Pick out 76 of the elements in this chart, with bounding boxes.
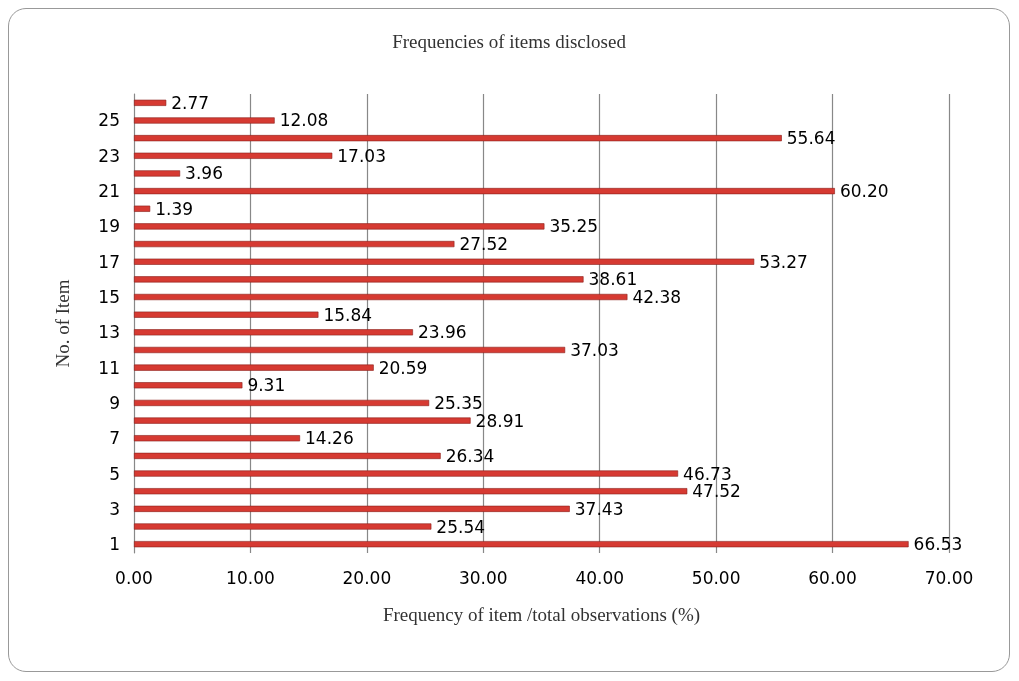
- data-label: 28.91: [475, 410, 525, 431]
- bar: [134, 505, 570, 512]
- y-tick-label: 25: [98, 110, 120, 131]
- bar: [134, 417, 471, 424]
- y-tick-label: 13: [98, 322, 120, 343]
- x-tick-label: 70.00: [924, 567, 974, 588]
- bar: [134, 452, 441, 459]
- y-axis-title: No. of Item: [52, 279, 73, 368]
- bar: [134, 223, 545, 230]
- bar: [134, 329, 413, 336]
- data-label: 47.52: [692, 481, 741, 502]
- bar: [134, 152, 333, 159]
- bar: [134, 240, 455, 248]
- data-label: 42.38: [632, 287, 682, 308]
- y-tick-label: 9: [109, 392, 120, 413]
- x-tick-label: 20.00: [342, 567, 392, 588]
- data-label: 23.96: [417, 322, 467, 343]
- y-tick-label: 17: [98, 251, 120, 272]
- data-label: 60.20: [839, 181, 889, 202]
- x-tick-label: 0.00: [115, 567, 153, 588]
- data-label: 66.53: [913, 534, 963, 555]
- data-label: 12.08: [279, 110, 329, 131]
- data-label: 2.77: [171, 92, 210, 113]
- bar: [134, 135, 782, 142]
- data-label: 35.25: [549, 216, 599, 237]
- x-axis-title: Frequency of item /total observations (%): [382, 604, 701, 626]
- x-tick-label: 30.00: [458, 567, 508, 588]
- bar: [134, 364, 374, 371]
- bar: [134, 205, 151, 212]
- data-label: 37.43: [574, 498, 624, 519]
- bar: [134, 399, 430, 407]
- bar: [134, 99, 167, 106]
- data-label: 25.54: [436, 516, 486, 537]
- data-label: 20.59: [378, 357, 428, 378]
- x-tick-label: 60.00: [808, 567, 857, 588]
- bar: [134, 276, 584, 283]
- data-label: 53.27: [759, 251, 808, 272]
- data-label: 9.31: [247, 375, 286, 396]
- bar: [134, 311, 319, 318]
- data-label: 37.03: [570, 339, 619, 360]
- y-tick-label: 5: [109, 463, 120, 484]
- bar: [134, 258, 755, 265]
- y-tick-label: 21: [98, 181, 120, 202]
- bar: [134, 470, 679, 477]
- y-tick-label: 7: [109, 428, 120, 449]
- data-label: 26.34: [445, 445, 495, 466]
- data-label: 15.84: [323, 304, 373, 325]
- chart-title: Frequencies of items disclosed: [392, 31, 627, 52]
- bar: [134, 435, 301, 442]
- y-tick-label: 1: [109, 534, 120, 555]
- data-label: 27.52: [459, 234, 509, 255]
- data-label: 17.03: [337, 145, 386, 166]
- y-tick-label: 3: [109, 498, 120, 519]
- bar: [134, 346, 566, 354]
- bar: [134, 170, 181, 177]
- x-tick-label: 40.00: [575, 567, 625, 588]
- data-label: 25.35: [434, 392, 483, 413]
- data-label: 14.26: [305, 428, 354, 449]
- x-tick-label: 10.00: [226, 567, 275, 588]
- bar: [134, 523, 432, 530]
- data-label: 55.64: [786, 128, 836, 149]
- bar: [134, 188, 835, 195]
- x-tick-label: 50.00: [691, 567, 741, 588]
- y-tick-label: 23: [98, 145, 120, 166]
- bar: [134, 488, 688, 495]
- y-tick-label: 11: [98, 357, 120, 378]
- bar: [134, 293, 628, 301]
- data-label: 1.39: [155, 198, 194, 219]
- data-label: 3.96: [185, 163, 223, 184]
- bar: [134, 382, 243, 389]
- data-label: 38.61: [588, 269, 638, 290]
- y-tick-label: 15: [98, 287, 120, 308]
- y-tick-label: 19: [98, 216, 120, 237]
- bar: [134, 541, 909, 548]
- data-label: 46.73: [683, 463, 732, 484]
- bar: [134, 117, 275, 124]
